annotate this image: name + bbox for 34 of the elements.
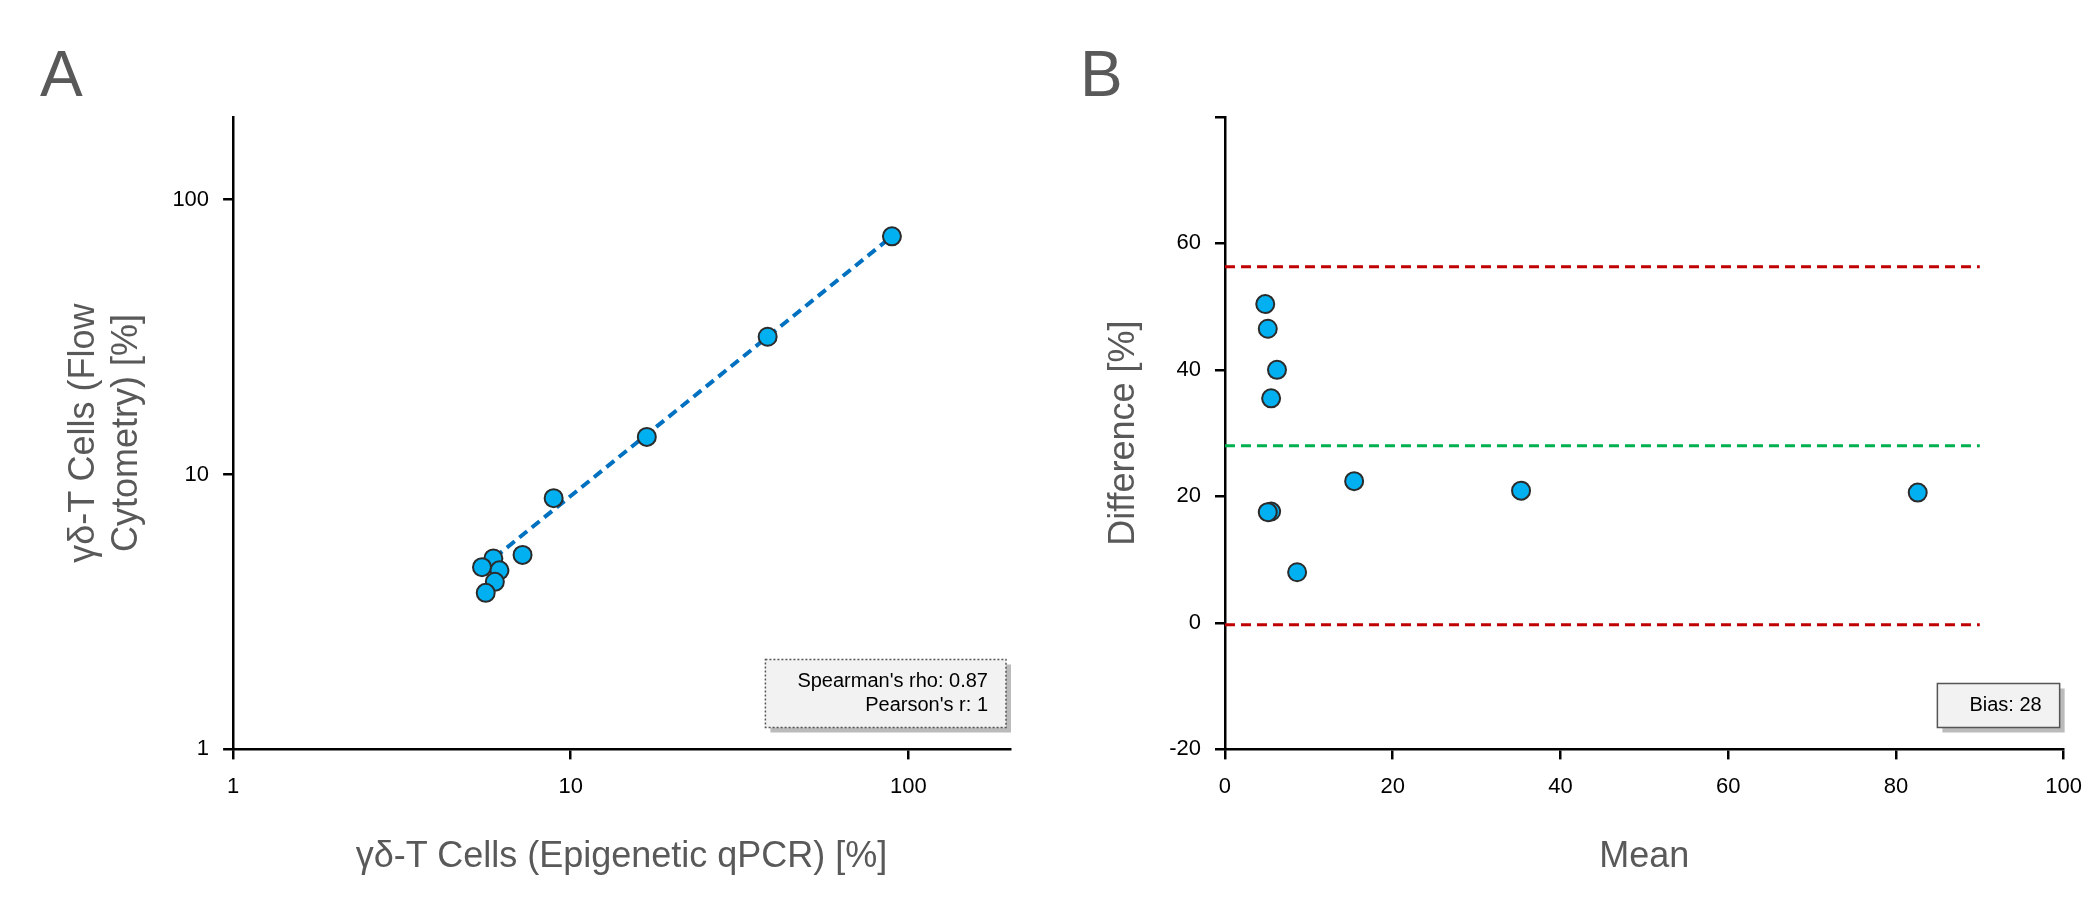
y-tick-label: 10 [184, 460, 210, 486]
y-tick-label: 60 [1176, 229, 1201, 255]
y-axis-title: Difference [%] [1100, 320, 1142, 546]
point [1511, 480, 1532, 501]
point [1266, 359, 1287, 380]
point [1287, 562, 1308, 583]
annotation: Spearman's rho: 0.87 [797, 668, 988, 691]
point [1907, 482, 1928, 503]
y-tick-label: 0 [1188, 608, 1201, 634]
x-axis-title: Mean [1599, 834, 1690, 876]
annotation: Bias: 28 [1969, 692, 2042, 715]
x-tick-label: 100 [2045, 772, 2083, 798]
x-tick-label: 40 [1548, 772, 1573, 798]
annotation: Pearson's r: 1 [865, 692, 988, 715]
point [1255, 294, 1276, 315]
x-tick-label: 10 [558, 772, 583, 798]
x-tick-label: 100 [890, 772, 927, 798]
y-axis-title: γδ-T Cells (Flow Cytometry) [%] [60, 302, 145, 563]
chart-title: A [40, 38, 83, 111]
x-tick-label: 0 [1218, 772, 1232, 798]
x-tick-label: 1 [226, 772, 240, 798]
x-tick-label: 60 [1715, 772, 1741, 798]
y-tick-label: -20 [1169, 735, 1201, 761]
point [1257, 318, 1278, 339]
y-tick-label: 1 [196, 735, 210, 761]
point [1261, 388, 1282, 409]
chart-title: B [1080, 38, 1123, 111]
point [1344, 471, 1365, 492]
x-tick-label: 20 [1380, 772, 1405, 798]
x-axis-title: γδ-T Cells (Epigenetic qPCR) [%] [355, 834, 888, 876]
y-tick-label: 20 [1176, 482, 1201, 508]
y-tick-label: 100 [172, 185, 210, 211]
x-tick-label: 80 [1883, 772, 1909, 798]
y-tick-label: 40 [1176, 355, 1201, 381]
